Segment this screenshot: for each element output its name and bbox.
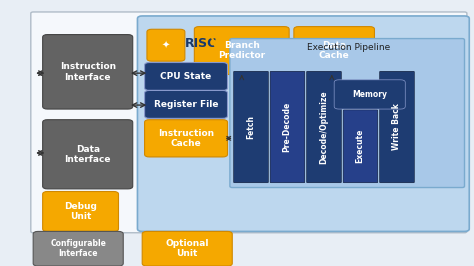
FancyBboxPatch shape [33, 231, 123, 266]
FancyBboxPatch shape [31, 12, 467, 233]
Text: Execution Pipeline: Execution Pipeline [307, 43, 390, 52]
FancyBboxPatch shape [145, 90, 228, 118]
FancyBboxPatch shape [343, 110, 378, 183]
Text: Optional
Unit: Optional Unit [165, 239, 209, 258]
FancyBboxPatch shape [142, 231, 232, 266]
FancyBboxPatch shape [380, 71, 414, 183]
FancyBboxPatch shape [43, 35, 133, 109]
FancyBboxPatch shape [137, 16, 469, 231]
FancyBboxPatch shape [145, 63, 228, 90]
FancyBboxPatch shape [145, 120, 228, 157]
FancyBboxPatch shape [194, 27, 289, 74]
Text: Instruction
Interface: Instruction Interface [60, 62, 116, 81]
Text: RISC: RISC [185, 38, 217, 50]
Text: Decode/Optimize: Decode/Optimize [319, 90, 328, 164]
Text: V: V [211, 38, 220, 50]
FancyBboxPatch shape [294, 27, 374, 74]
FancyBboxPatch shape [43, 120, 133, 189]
Text: Data
Interface: Data Interface [64, 145, 111, 164]
FancyBboxPatch shape [234, 71, 268, 183]
Text: Memory: Memory [352, 90, 387, 99]
Text: Debug
Unit: Debug Unit [64, 202, 97, 221]
FancyBboxPatch shape [43, 192, 118, 231]
Text: CPU State: CPU State [160, 72, 212, 81]
FancyBboxPatch shape [147, 29, 185, 61]
Text: Execute: Execute [356, 129, 365, 164]
Text: Register File: Register File [154, 100, 219, 109]
Text: Fetch: Fetch [246, 115, 255, 139]
Text: Branch
Predictor: Branch Predictor [218, 41, 265, 60]
FancyBboxPatch shape [334, 80, 405, 109]
Text: Pre-Decode: Pre-Decode [283, 102, 292, 152]
Text: ✦: ✦ [162, 40, 170, 50]
Text: Data
Cache: Data Cache [319, 41, 349, 60]
Text: Instruction
Cache: Instruction Cache [158, 129, 214, 148]
FancyBboxPatch shape [230, 39, 465, 188]
FancyBboxPatch shape [307, 71, 341, 183]
Text: Write Back: Write Back [392, 103, 401, 151]
Text: Configurable
Interface: Configurable Interface [50, 239, 106, 258]
FancyBboxPatch shape [270, 71, 305, 183]
